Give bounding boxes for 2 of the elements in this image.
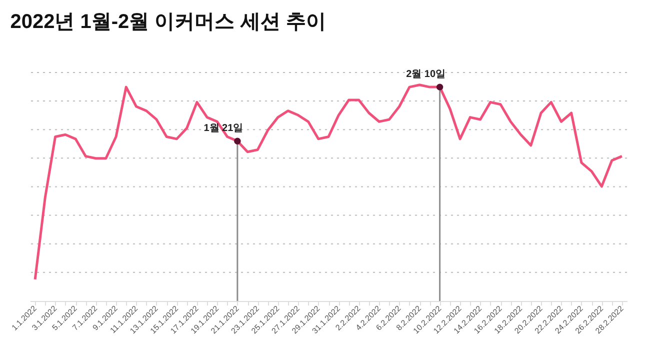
ref-line-label: 2월 10일 [406, 69, 446, 80]
chart-title: 2022년 1월-2월 이커머스 세션 추이 [10, 11, 326, 33]
